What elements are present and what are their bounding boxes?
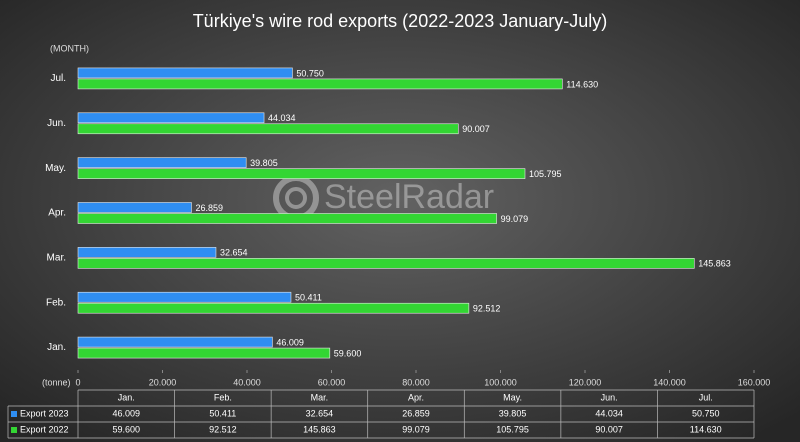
value-label: 92.512 bbox=[473, 304, 501, 314]
chart-title: Türkiye's wire rod exports (2022-2023 Ja… bbox=[193, 11, 608, 31]
bar bbox=[77, 67, 293, 79]
value-label: 105.795 bbox=[529, 169, 562, 179]
x-tick-label: 0 bbox=[75, 377, 80, 387]
bar bbox=[77, 291, 292, 303]
value-label: 50.411 bbox=[295, 293, 322, 303]
x-tick-label: 100.000 bbox=[484, 377, 517, 387]
table-cell: 145.863 bbox=[303, 424, 336, 434]
table-cell: 26.859 bbox=[402, 408, 430, 418]
table-cell: 59.600 bbox=[113, 424, 141, 434]
table-cell: 50.411 bbox=[209, 408, 236, 418]
bar bbox=[77, 168, 526, 179]
x-axis-label: (tonne) bbox=[42, 377, 71, 387]
bar bbox=[77, 247, 217, 258]
value-label: 59.600 bbox=[334, 348, 362, 358]
y-axis-label: (MONTH) bbox=[50, 43, 89, 53]
value-label: 99.079 bbox=[501, 214, 529, 224]
legend-swatch bbox=[11, 427, 17, 433]
table-cell: 99.079 bbox=[402, 424, 430, 434]
value-label: 26.859 bbox=[195, 203, 223, 213]
table-cell: 46.009 bbox=[113, 408, 141, 418]
table-cell: 39.805 bbox=[499, 408, 527, 418]
x-tick-label: 160.000 bbox=[738, 377, 771, 387]
legend-label: Export 2023 bbox=[20, 408, 69, 418]
bar bbox=[77, 347, 331, 359]
table-cell: 90.007 bbox=[595, 424, 623, 434]
value-label: 50.750 bbox=[296, 68, 324, 78]
bar bbox=[77, 336, 273, 348]
table-cell: 92.512 bbox=[209, 424, 237, 434]
legend-swatch bbox=[11, 411, 17, 417]
x-tick-label: 140.000 bbox=[653, 377, 686, 387]
table-header: Feb. bbox=[214, 392, 232, 402]
x-tick-label: 120.000 bbox=[569, 377, 602, 387]
value-label: 114.630 bbox=[566, 79, 598, 89]
bar bbox=[77, 157, 247, 168]
value-label: 90.007 bbox=[462, 124, 490, 134]
table-cell: 32.654 bbox=[306, 408, 334, 418]
table-header: Jul. bbox=[699, 392, 713, 402]
bar bbox=[77, 202, 192, 213]
value-label: 39.805 bbox=[250, 158, 278, 168]
value-label: 32.654 bbox=[220, 248, 248, 258]
value-label: 46.009 bbox=[276, 337, 304, 347]
x-tick-label: 60.000 bbox=[318, 377, 346, 387]
bar bbox=[77, 112, 265, 124]
table-header: Jun. bbox=[601, 392, 618, 402]
y-tick-label: Jan. bbox=[47, 342, 66, 353]
watermark: SteelRadar bbox=[324, 178, 494, 216]
table-header: Jan. bbox=[118, 392, 135, 402]
x-tick-label: 20.000 bbox=[149, 377, 177, 387]
y-tick-label: Mar. bbox=[47, 252, 66, 263]
x-tick-label: 80.000 bbox=[402, 377, 430, 387]
table-cell: 114.630 bbox=[690, 424, 722, 434]
legend-label: Export 2022 bbox=[20, 424, 69, 434]
y-tick-label: Apr. bbox=[48, 208, 66, 219]
table-header: Apr. bbox=[408, 392, 424, 402]
bar bbox=[77, 302, 470, 314]
y-tick-label: Jul. bbox=[50, 73, 66, 84]
table-cell: 105.795 bbox=[496, 424, 529, 434]
table-cell: 44.034 bbox=[595, 408, 623, 418]
table-header: May. bbox=[503, 392, 522, 402]
y-tick-label: Jun. bbox=[47, 118, 66, 129]
x-tick-label: 40.000 bbox=[233, 377, 261, 387]
table-header: Mar. bbox=[311, 392, 329, 402]
bar bbox=[77, 258, 695, 269]
y-tick-label: May. bbox=[45, 163, 66, 174]
bar bbox=[77, 123, 459, 135]
value-label: 145.863 bbox=[698, 259, 731, 269]
value-label: 44.034 bbox=[268, 113, 296, 123]
bar bbox=[77, 213, 497, 224]
table-cell: 50.750 bbox=[692, 408, 720, 418]
y-tick-label: Feb. bbox=[46, 297, 66, 308]
bar bbox=[77, 78, 563, 90]
